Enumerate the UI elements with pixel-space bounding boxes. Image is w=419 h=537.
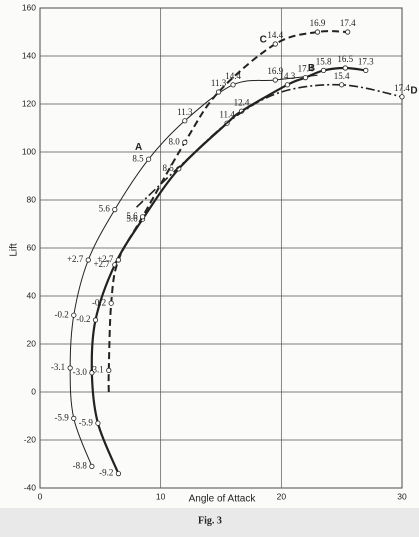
point-label: -3.1 — [51, 362, 65, 372]
y-tick-label: -40 — [24, 482, 37, 492]
x-tick-label: 20 — [277, 491, 287, 501]
point-label: 11.4 — [219, 109, 235, 119]
data-point — [112, 207, 118, 213]
point-label: -3.0 — [73, 367, 88, 377]
y-tick-label: 160 — [22, 2, 36, 12]
point-label: 15.8 — [316, 56, 332, 66]
point-label: 8.5 — [163, 163, 175, 173]
y-tick-label: 60 — [27, 242, 37, 252]
point-label: 12.4 — [234, 97, 250, 107]
data-point — [230, 82, 236, 88]
point-label: 8.5 — [132, 153, 144, 163]
point-label: +2.7 — [93, 259, 110, 269]
point-label: 17.4 — [298, 64, 314, 74]
y-tick-label: 40 — [27, 290, 37, 300]
data-point — [108, 300, 114, 306]
y-tick-label: 20 — [27, 338, 37, 348]
series-name: B — [308, 63, 315, 74]
data-point — [67, 365, 73, 371]
point-label: 5.6 — [126, 211, 138, 221]
point-label: 14.3 — [279, 71, 295, 81]
point-label: -9.2 — [99, 468, 113, 478]
y-axis-label: Lift — [9, 243, 20, 257]
x-tick-label: 10 — [156, 491, 166, 501]
point-label: 15.4 — [334, 71, 350, 81]
point-label: 16.9 — [267, 66, 283, 76]
series-name: A — [135, 142, 142, 153]
point-label: -0.2 — [55, 309, 69, 319]
data-point — [302, 75, 309, 81]
series-name: C — [260, 35, 267, 46]
data-point — [71, 415, 77, 421]
point-label: 17.4 — [394, 83, 410, 93]
data-point — [71, 312, 77, 318]
data-point — [314, 29, 321, 35]
data-point — [182, 118, 188, 124]
y-tick-label: 120 — [22, 98, 36, 108]
data-point — [272, 41, 278, 47]
y-tick-label: 80 — [27, 194, 37, 204]
y-tick-label: 140 — [22, 50, 36, 60]
point-label: 11.3 — [211, 78, 227, 88]
point-label: +2.7 — [67, 254, 84, 264]
y-tick-label: 100 — [22, 146, 36, 156]
point-label: 14.4 — [225, 71, 241, 81]
series-line — [135, 83, 403, 208]
data-point — [182, 139, 188, 145]
point-label: 14.4 — [267, 30, 283, 40]
point-label: 5.6 — [99, 204, 111, 214]
point-label: -5.9 — [79, 417, 94, 427]
data-point — [89, 463, 95, 469]
x-axis-label: Angle of Attack — [189, 494, 257, 505]
data-point — [399, 94, 405, 100]
point-label: -3.1 — [90, 364, 104, 374]
data-point — [320, 67, 327, 74]
data-point — [115, 470, 122, 477]
data-point — [106, 367, 112, 373]
series-line — [107, 30, 348, 393]
point-label: -0.2 — [76, 314, 90, 324]
point-label: 11.3 — [177, 107, 193, 117]
data-point — [89, 370, 95, 376]
data-point — [146, 156, 152, 162]
paper — [0, 0, 419, 508]
data-point — [272, 77, 278, 83]
point-label: +2.7 — [97, 254, 114, 264]
data-point — [342, 65, 348, 71]
y-tick-label: 0 — [31, 386, 36, 396]
data-point — [363, 67, 369, 74]
data-point — [345, 29, 351, 35]
data-point — [85, 257, 91, 263]
point-label: 16.5 — [337, 54, 353, 64]
caption: Fig. 3 — [198, 515, 222, 526]
point-label: -5.9 — [55, 412, 70, 422]
data-point — [92, 317, 99, 323]
point-label: 17.4 — [340, 18, 356, 28]
series-name: D — [410, 85, 417, 96]
data-point — [139, 214, 146, 220]
data-point — [95, 420, 101, 426]
x-tick-label: 0 — [38, 491, 43, 501]
x-tick-label: 30 — [397, 491, 407, 501]
point-label: 5.6 — [126, 213, 138, 223]
point-label: 16.9 — [310, 18, 326, 28]
point-label: -0.2 — [92, 297, 106, 307]
data-point — [215, 89, 222, 95]
footer-strip — [0, 508, 419, 537]
point-label: 8.0 — [169, 136, 181, 146]
data-point — [339, 82, 345, 88]
point-label: -8.8 — [73, 460, 88, 470]
data-point — [284, 82, 290, 88]
point-label: 17.3 — [358, 56, 374, 66]
y-tick-label: -20 — [24, 434, 37, 444]
data-point — [115, 257, 122, 263]
